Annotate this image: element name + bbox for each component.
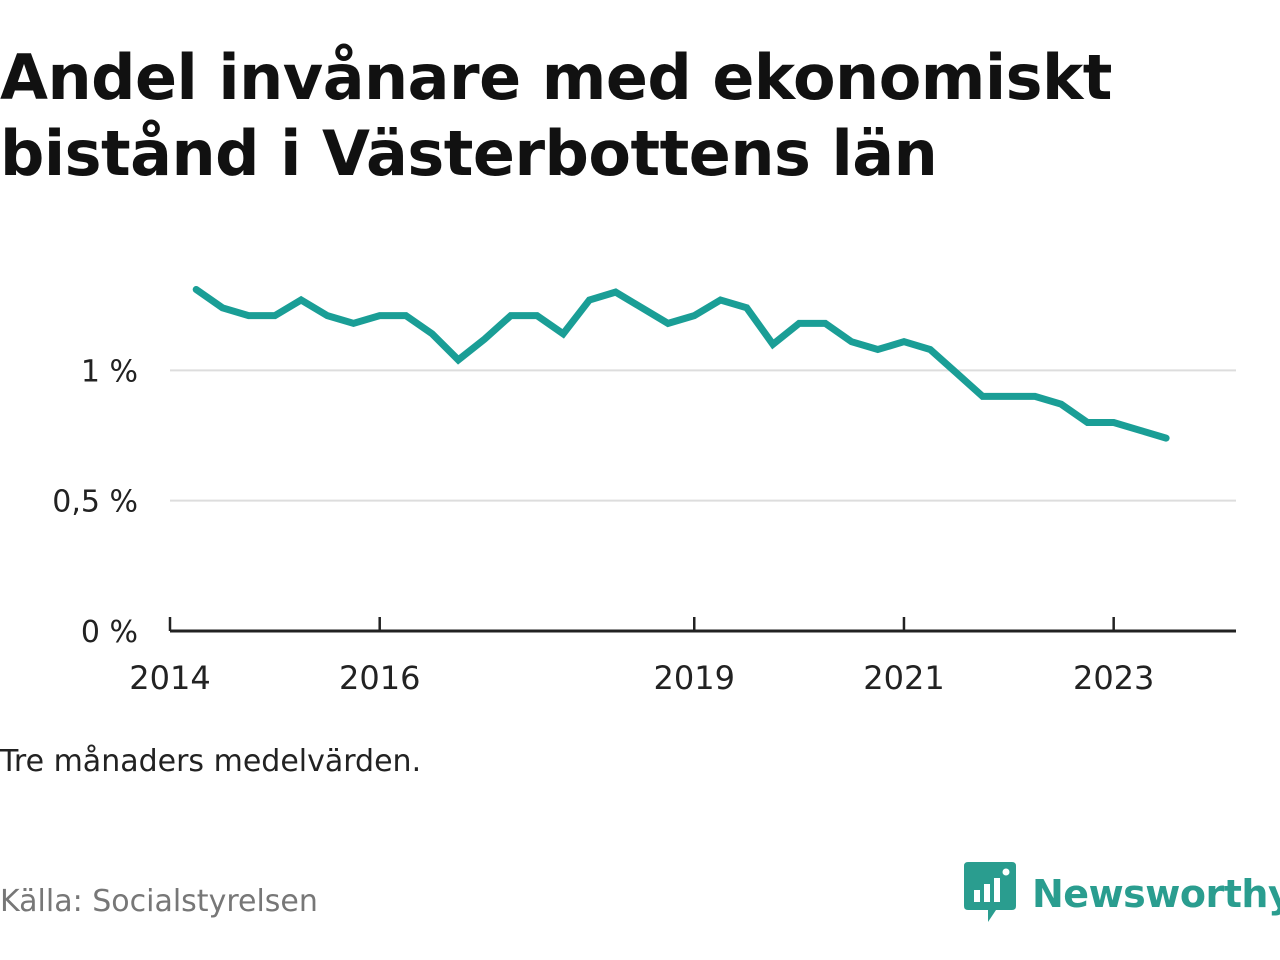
chart-note: Tre månaders medelvärden.: [0, 744, 422, 779]
brand-logo: Newsworthy: [964, 862, 1280, 926]
x-tick-label: 2019: [654, 659, 735, 697]
brand-name: Newsworthy: [1032, 872, 1280, 916]
y-tick-label: 0,5 %: [52, 485, 138, 520]
line-chart: 0 % 0,5 % 1 % 2014 2016 2019 2021 2023: [52, 286, 1236, 697]
series-layer: [192, 286, 1170, 442]
gridlines: [170, 369, 1236, 502]
y-tick-label: 0 %: [81, 615, 138, 650]
series-line: [192, 286, 1170, 442]
x-tick-label: 2021: [863, 659, 944, 697]
chart-title: Andel invånare med ekonomiskt bistånd i …: [0, 41, 1112, 190]
newsworthy-logo-icon: [964, 862, 1016, 922]
x-axis: 2014 2016 2019 2021 2023: [129, 617, 1236, 697]
y-axis-ticks: 0 % 0,5 % 1 %: [52, 354, 138, 650]
y-tick-label: 1 %: [81, 354, 138, 389]
x-tick-label: 2016: [339, 659, 420, 697]
x-tick-label: 2023: [1073, 659, 1154, 697]
source-label: Källa: Socialstyrelsen: [0, 884, 318, 919]
x-tick-label: 2014: [129, 659, 210, 697]
